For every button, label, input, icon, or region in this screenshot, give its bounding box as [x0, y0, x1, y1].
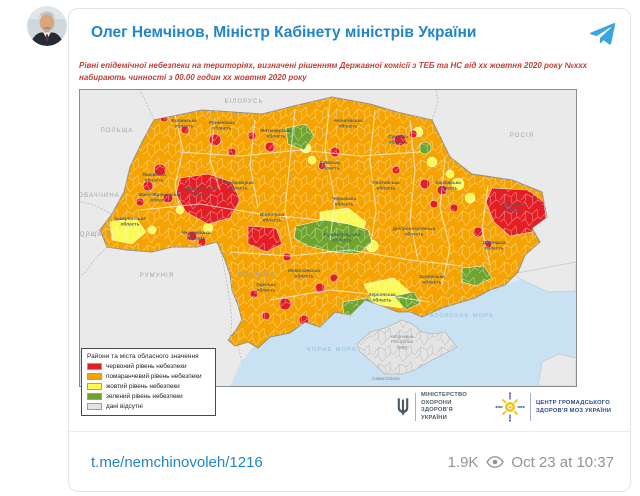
view-count: 1.9K	[447, 453, 479, 471]
legend-item-yellow: жовтий рівень небезпеки	[87, 383, 210, 390]
legend-label: червоний рівень небезпеки	[106, 363, 187, 370]
oblast-label: Кіровоградська область	[324, 232, 361, 242]
ukraine-epidemic-map: ПОЛЬЩА БІЛОРУСЬ РОСІЯ СЛОВАЧЧИНА УГОРЩИНА РУМ…	[80, 90, 576, 386]
cphd-logo-divider	[529, 393, 531, 422]
post-date: Oct 23 at 10:37	[511, 453, 614, 471]
oblast-label: Вінницька область	[260, 212, 284, 222]
oblast-label: Чернігівська область	[333, 118, 363, 128]
sea-label: АЗОВСЬКЕ МОРЕ	[430, 313, 495, 319]
views-eye-icon	[486, 456, 505, 468]
legend-item-orange: помаранчевий рівень небезпеки	[87, 373, 210, 380]
avatar-photo	[27, 6, 67, 46]
oblast-label: Полтавська область	[372, 180, 400, 190]
sea-label: ЧОРНЕ МОРЕ	[307, 347, 358, 353]
cphd-logo-text: ЦЕНТР ГРОМАДСЬКОГО ЗДОРОВ'Я МОЗ УКРАЇНИ	[535, 399, 612, 415]
oblast-label: Тернопільська область	[183, 186, 218, 196]
oblast-label: Луганська область	[502, 202, 526, 212]
cphd-logo: ЦЕНТР ГРОМАДСЬКОГО ЗДОРОВ'Я МОЗ УКРАЇНИ	[495, 392, 611, 422]
oblast-label: Одеська область	[256, 282, 276, 292]
logos-row: МІНІСТЕРСТВО ОХОРОНИ ЗДОРОВ'Я УКРАЇНИ	[396, 392, 611, 422]
country-label: МОЛДОВА	[238, 272, 276, 278]
post-link[interactable]: t.me/nemchinovoleh/1216	[91, 453, 263, 471]
post-meta: 1.9K Oct 23 at 10:37	[448, 454, 614, 471]
legend-label: дані відсутні	[106, 403, 143, 410]
oblast-label: Київська область	[320, 160, 341, 170]
legend-swatch-orange	[87, 373, 102, 380]
trident-icon	[397, 398, 409, 416]
oblast-label: Харківська область	[435, 180, 461, 190]
oblast-label: Волинська область	[171, 118, 197, 128]
sun-icon	[495, 392, 525, 422]
legend-item-green: зелений рівень небезпеки	[87, 393, 210, 400]
moz-logo-divider	[415, 393, 416, 422]
channel-title[interactable]: Олег Немчінов, Міністр Кабінету міністрі…	[91, 24, 477, 41]
moz-logo-text: МІНІСТЕРСТВО ОХОРОНИ ЗДОРОВ'Я УКРАЇНИ	[421, 392, 467, 421]
legend-swatch-green	[87, 393, 102, 400]
country-label: ПОЛЬЩА	[100, 128, 133, 134]
crimea-label: Автономна Республіка Крим	[391, 334, 414, 349]
country-label: БІЛОРУСЬ	[225, 99, 264, 105]
country-label: СЛОВАЧЧИНА	[80, 193, 120, 199]
oblast-label: Львівська область	[142, 172, 166, 182]
legend-item-nodata: дані відсутні	[87, 403, 210, 410]
telegram-icon[interactable]	[589, 20, 616, 47]
sevastopol-label: Севастополь	[372, 376, 400, 381]
oblast-label: Запорізька область	[419, 274, 445, 284]
moz-logo: МІНІСТЕРСТВО ОХОРОНИ ЗДОРОВ'Я УКРАЇНИ	[396, 392, 467, 422]
country-label: УГОРЩИНА	[80, 232, 113, 238]
oblast-label: Рівненська область	[209, 120, 235, 130]
legend-label: зелений рівень небезпеки	[106, 393, 183, 400]
legend-swatch-red	[87, 363, 102, 370]
legend-label: помаранчевий рівень небезпеки	[106, 373, 202, 380]
country-label: РОСІЯ	[510, 133, 534, 139]
legend-label: жовтий рівень небезпеки	[106, 383, 180, 390]
avatar[interactable]	[27, 6, 67, 46]
legend-swatch-yellow	[87, 383, 102, 390]
map-disclaimer: Рівні епідемічної небезпеки на територія…	[79, 61, 588, 82]
legend-swatch-nodata	[87, 403, 102, 410]
post-header: Олег Немчінов, Міністр Кабінету міністрі…	[69, 9, 630, 57]
oblast-label: Хмельницька область	[222, 180, 254, 190]
post-card: Олег Немчінов, Міністр Кабінету міністрі…	[68, 8, 631, 492]
map-labels: ПОЛЬЩА БІЛОРУСЬ РОСІЯ СЛОВАЧЧИНА УГОРЩИНА РУМ…	[80, 99, 534, 381]
oblast-label: Житомирська область	[259, 128, 292, 138]
oblast-label: Сумська область	[388, 134, 408, 144]
post-footer: t.me/nemchinovoleh/1216 1.9K Oct 23 at 1…	[69, 432, 630, 492]
map-frame: ПОЛЬЩА БІЛОРУСЬ РОСІЯ СЛОВАЧЧИНА УГОРЩИНА РУМ…	[79, 89, 577, 387]
oblast-label: Івано-Франківська область	[138, 192, 182, 202]
oblast-label: Черкаська область	[332, 196, 357, 206]
oblast-label: Чернівецька область	[181, 230, 210, 240]
oblast-label: Закарпатська область	[114, 216, 146, 226]
map-legend: Райони та міста обласного значення черво…	[81, 348, 216, 416]
legend-items: червоний рівень небезпеки помаранчевий рі…	[87, 363, 210, 410]
oblast-label: Донецька область	[483, 240, 506, 250]
oblast-label: Херсонська область	[368, 292, 396, 302]
country-borders	[80, 90, 439, 363]
post-image[interactable]: Рівні епідемічної небезпеки на територія…	[69, 57, 630, 432]
country-label: РУМУНІЯ	[140, 273, 175, 279]
oblast-label: Миколаївська область	[288, 268, 320, 278]
legend-title: Райони та міста обласного значення	[87, 353, 199, 360]
oblast-borders	[139, 99, 491, 303]
oblast-label: Дніпропетровська область	[393, 226, 436, 236]
legend-item-red: червоний рівень небезпеки	[87, 363, 210, 370]
